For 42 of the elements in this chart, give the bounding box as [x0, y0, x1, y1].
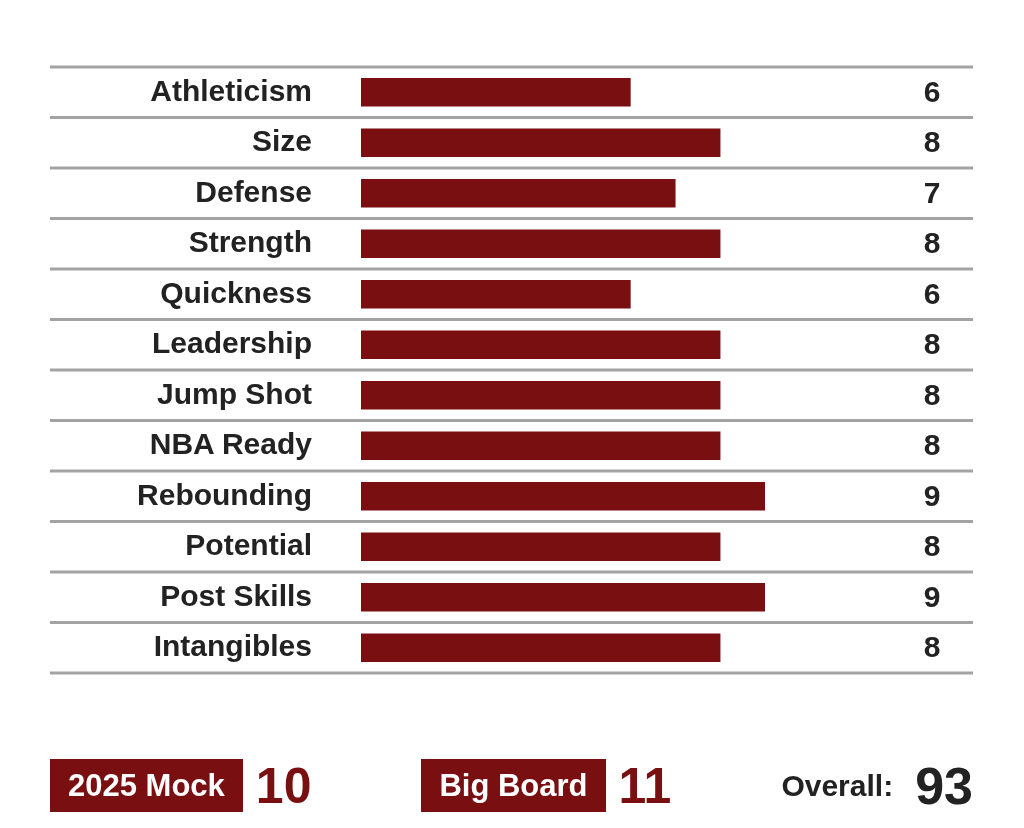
text: 10 — [255, 757, 312, 814]
bar — [361, 128, 721, 158]
label-badge: Big Board — [421, 759, 606, 812]
text: 93 — [915, 756, 973, 815]
y-tick-label: Leadership — [151, 326, 312, 360]
data-label: 8 — [923, 428, 941, 462]
bar — [361, 481, 765, 511]
bar — [361, 532, 721, 562]
y-tick-label: Jump Shot — [157, 376, 312, 410]
y-tick-label: Size — [251, 124, 312, 158]
bar — [361, 431, 721, 461]
y-tick-label: Quickness — [160, 275, 312, 309]
data-label: 9 — [923, 478, 941, 512]
y-tick-label: Rebounding — [137, 477, 312, 511]
data-label: 7 — [923, 175, 941, 209]
data-label: 8 — [923, 630, 941, 664]
data-label: 6 — [923, 74, 941, 108]
data-label: 8 — [923, 377, 941, 411]
y-tick-label: Intangibles — [153, 629, 312, 663]
bar — [361, 178, 676, 208]
data-label: 9 — [923, 579, 941, 613]
bar — [361, 330, 721, 360]
data-label: 8 — [923, 125, 941, 159]
data-label: 8 — [923, 529, 941, 563]
y-tick-label: Athleticism — [150, 73, 312, 107]
y-tick-label: Potential — [185, 528, 312, 562]
data-label: 6 — [923, 276, 941, 310]
data-label: 8 — [923, 327, 941, 361]
bar — [361, 633, 721, 663]
label-badge: 2025 Mock — [50, 759, 243, 812]
data-label: 8 — [923, 226, 941, 260]
text: 11 — [618, 757, 672, 814]
bar — [361, 279, 631, 309]
y-tick-label: Post Skills — [160, 578, 312, 612]
bar — [361, 380, 721, 410]
y-tick-label: Strength — [188, 225, 312, 259]
bar — [361, 229, 721, 259]
bar — [361, 582, 765, 612]
text: Overall: — [781, 768, 894, 802]
bar — [361, 77, 631, 107]
y-tick-label: Defense — [195, 174, 312, 208]
y-tick-label: NBA Ready — [149, 427, 313, 461]
